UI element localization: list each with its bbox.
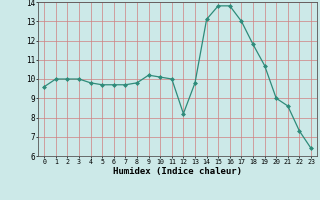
- X-axis label: Humidex (Indice chaleur): Humidex (Indice chaleur): [113, 167, 242, 176]
